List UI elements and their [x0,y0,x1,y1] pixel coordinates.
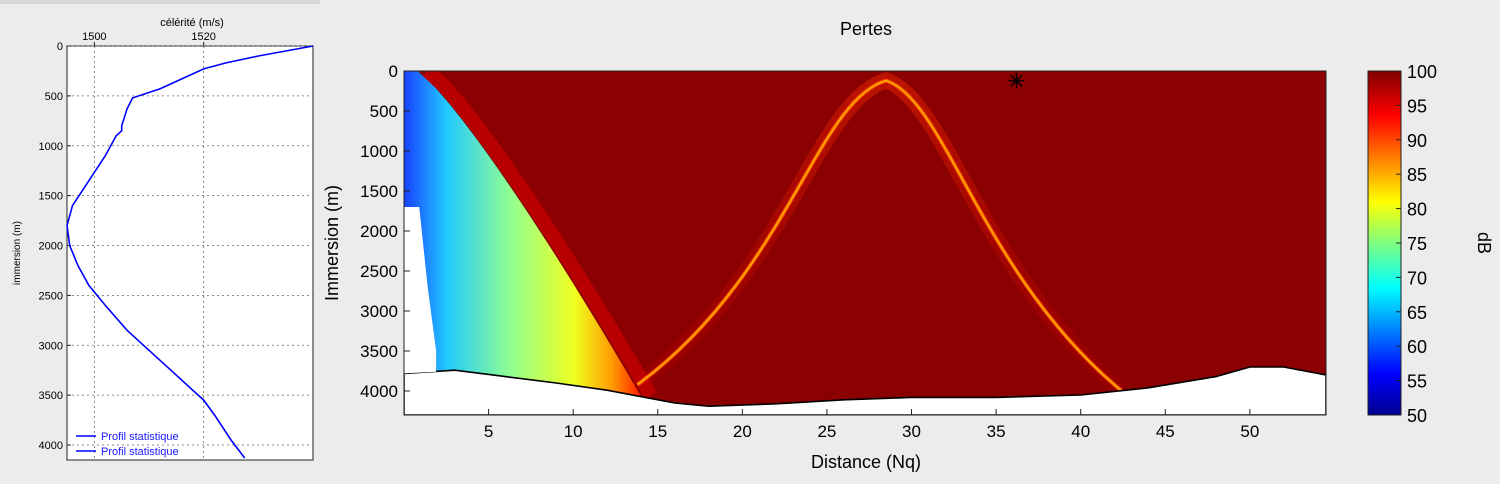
convergence-zone-core [636,79,1122,392]
heatmap-y-ticks: 0 500 1000 1500 2000 2500 3000 3500 4000 [360,62,410,401]
profile-y-tick-label: 3500 [39,390,63,402]
profile-y-axis-label: immersion (m) [12,221,23,285]
heatmap-title: Pertes [840,19,892,39]
heatmap-y-tick-label: 2500 [360,262,398,281]
profile-series-line [66,45,314,459]
heatmap-y-tick-label: 3500 [360,342,398,361]
heatmap-x-tick-label: 15 [648,422,667,441]
profile-y-tick-label: 500 [45,91,63,103]
colorbar-tick-label: 65 [1407,303,1427,323]
heatmap-x-tick-label: 25 [817,422,836,441]
legend-label-1: Profil statistique [101,431,179,443]
profile-grid [67,45,313,460]
heatmap-field [404,71,1326,415]
colorbar-tick-label: 95 [1407,96,1427,116]
legend-label-2: Profil statistique [101,446,179,458]
heatmap-y-tick-label: 2000 [360,222,398,241]
profile-y-tick-label: 2500 [39,290,63,302]
heatmap-y-tick-label: 0 [389,62,398,81]
colorbar-tick-label: 60 [1407,337,1427,357]
profile-x-ticks: 1500 1520 [82,31,216,46]
seabed-region [404,366,1326,415]
profile-legend: Profil statistique Profil statistique [76,431,179,458]
heatmap-x-tick-label: 10 [564,422,583,441]
direct-path-region [404,71,641,415]
profile-y-tick-label: 2000 [39,241,63,253]
heatmap-y-tick-label: 3000 [360,302,398,321]
source-marker [1008,72,1025,89]
unresolved-near-field [404,207,437,374]
heatmap-x-tick-label: 20 [733,422,752,441]
heatmap-x-tick-label: 35 [987,422,1006,441]
heatmap-y-tick-label: 1000 [360,142,398,161]
colorbar-label: dB [1474,232,1494,254]
colorbar-tick-label: 75 [1407,234,1427,254]
profile-y-tick-label: 1500 [39,191,63,203]
profile-y-ticks: 0 500 1000 1500 2000 2500 3000 3500 4000 [39,41,71,452]
colorbar-tick-label: 85 [1407,165,1427,185]
colorbar-tick-label: 70 [1407,268,1427,288]
heatmap-y-tick-label: 1500 [360,182,398,201]
direct-path-edge [422,71,658,400]
sound-speed-profile-plot: 1500 1520 0 500 1000 1500 2000 2500 3000 3500 400… [12,17,314,461]
colorbar-tick-label: 90 [1407,131,1427,151]
profile-x-tick-label: 1500 [82,31,106,43]
heatmap-y-axis-label: Immersion (m) [322,185,342,301]
profile-axes-background [66,45,314,461]
heatmap-axes-frame [403,70,1327,416]
profile-y-tick-label: 4000 [39,440,63,452]
heatmap-y-tick-label: 500 [370,102,398,121]
colorbar-tick-label: 100 [1407,62,1437,82]
heatmap-x-tick-label: 45 [1156,422,1175,441]
profile-x-axis-label: célérité (m/s) [160,17,224,29]
heatmap-x-tick-label: 50 [1240,422,1259,441]
profile-y-tick-label: 1000 [39,141,63,153]
heatmap-y-tick-label: 4000 [360,382,398,401]
source-marker-stroke [1010,74,1023,87]
colorbar-ticks: 50 55 60 65 70 75 80 85 90 95 100 [1396,62,1437,426]
profile-y-tick-label: 3000 [39,340,63,352]
heatmap-x-axis-label: Distance (Nq) [811,452,921,472]
heatmap-x-tick-label: 30 [902,422,921,441]
colorbar-tick-label: 55 [1407,372,1427,392]
heatmap-x-tick-label: 40 [1071,422,1090,441]
colorbar-tick-label: 80 [1407,200,1427,220]
heatmap-x-tick-label: 5 [484,422,493,441]
left-panel-top-strip [0,0,320,4]
losses-heatmap-plot: Pertes [322,19,1494,472]
heatmap-x-ticks: 5 10 15 20 25 30 35 40 45 50 [484,409,1259,441]
colorbar-tick-label: 50 [1407,406,1427,426]
profile-y-tick-label: 0 [57,41,63,53]
profile-x-tick-label: 1520 [191,31,215,43]
